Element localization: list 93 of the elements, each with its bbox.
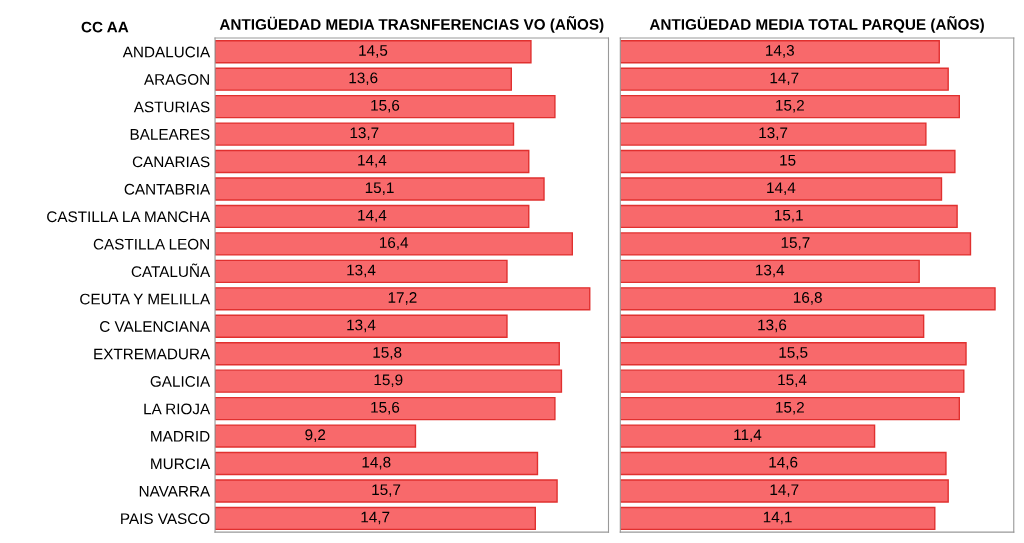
y-axis-title: CC AA bbox=[81, 21, 129, 33]
y-tick-label: C VALENCIANA bbox=[100, 321, 211, 332]
y-tick-label: LA RIOJA bbox=[144, 403, 211, 415]
data-label: 15,7 bbox=[372, 484, 401, 497]
data-label: 9,2 bbox=[305, 429, 326, 442]
bar bbox=[215, 506, 536, 531]
bar bbox=[620, 40, 940, 64]
bar bbox=[215, 94, 556, 119]
y-tick-label: ANDALUCIA bbox=[122, 46, 211, 58]
data-label: 15,2 bbox=[776, 99, 804, 113]
bar bbox=[215, 451, 539, 476]
data-label: 14,4 bbox=[358, 209, 387, 223]
data-label: 15 bbox=[780, 154, 796, 166]
bar bbox=[620, 94, 961, 119]
data-label: 15,6 bbox=[371, 99, 400, 113]
data-label: 13,7 bbox=[759, 127, 788, 140]
data-label: 13,6 bbox=[758, 319, 787, 333]
data-label: 14,5 bbox=[359, 45, 388, 58]
data-label: 15,6 bbox=[371, 401, 400, 415]
bar bbox=[620, 122, 927, 146]
bar bbox=[215, 177, 545, 201]
bar bbox=[215, 232, 574, 256]
y-tick-label: CASTILLA LA MANCHA bbox=[47, 211, 211, 223]
chart-title: ANTIGÜEDAD MEDIA TOTAL PARQUE (AÑOS) bbox=[649, 16, 984, 33]
bar bbox=[620, 396, 961, 421]
data-label: 16,4 bbox=[379, 237, 409, 250]
bar bbox=[215, 369, 563, 393]
bar bbox=[620, 149, 956, 174]
y-tick-label: NAVARRA bbox=[139, 485, 211, 497]
data-label: 14,7 bbox=[770, 484, 799, 497]
bar bbox=[620, 232, 972, 256]
data-label: 14,6 bbox=[769, 456, 798, 470]
bar bbox=[620, 177, 943, 201]
y-tick-label: CASTILLA LEON bbox=[93, 238, 209, 250]
bar bbox=[620, 287, 996, 311]
data-label: 15,2 bbox=[776, 401, 804, 415]
bar bbox=[215, 149, 530, 174]
bar bbox=[620, 479, 949, 503]
y-tick-label: BALEARES bbox=[130, 128, 210, 140]
y-tick-label: ASTURIAS bbox=[133, 101, 210, 113]
data-label: 15,1 bbox=[365, 182, 394, 195]
bar bbox=[215, 287, 591, 311]
data-label: 13,6 bbox=[349, 72, 378, 86]
bar bbox=[215, 40, 532, 64]
bar bbox=[215, 424, 417, 448]
data-label: 15,5 bbox=[779, 347, 808, 360]
data-label: 15,1 bbox=[775, 209, 803, 223]
bar bbox=[620, 424, 876, 448]
bar bbox=[620, 506, 936, 531]
data-label: 14,1 bbox=[763, 511, 792, 525]
bar bbox=[620, 259, 920, 284]
data-label: 15,8 bbox=[373, 346, 402, 360]
bar bbox=[620, 67, 949, 91]
bar bbox=[620, 314, 925, 338]
y-tick-label: CATALUÑA bbox=[131, 263, 211, 278]
bar bbox=[215, 314, 508, 338]
y-tick-label: GALICIA bbox=[150, 376, 211, 387]
data-label: 15,7 bbox=[781, 237, 810, 250]
y-tick-label: MURCIA bbox=[151, 458, 211, 470]
data-label: 14,4 bbox=[358, 154, 387, 168]
bar bbox=[215, 342, 560, 366]
bar bbox=[620, 369, 965, 393]
y-tick-label: CANTABRIA bbox=[124, 183, 211, 195]
data-label: 13,4 bbox=[347, 264, 376, 278]
bar bbox=[620, 204, 958, 229]
y-tick-label: EXTREMADURA bbox=[94, 348, 211, 360]
y-tick-label: CEUTA Y MELILLA bbox=[80, 293, 211, 305]
data-label: 13,4 bbox=[756, 264, 785, 278]
data-label: 17,2 bbox=[388, 292, 417, 305]
chart-title: ANTIGÜEDAD MEDIA TRASNFERENCIAS VO (AÑOS) bbox=[219, 16, 604, 33]
bar bbox=[215, 396, 556, 421]
data-label: 14,3 bbox=[766, 45, 794, 58]
y-tick-label: PAIS VASCO bbox=[121, 513, 210, 525]
data-label: 15,4 bbox=[778, 374, 807, 388]
bar bbox=[215, 122, 515, 146]
y-tick-label: CANARIAS bbox=[132, 156, 210, 168]
bar bbox=[215, 67, 513, 91]
bar bbox=[620, 342, 967, 366]
y-tick-label: ARAGON bbox=[144, 74, 209, 85]
data-label: 14,4 bbox=[767, 182, 796, 195]
bar bbox=[215, 259, 508, 284]
bar bbox=[215, 204, 530, 229]
data-label: 14,8 bbox=[362, 456, 391, 470]
bar bbox=[215, 479, 558, 503]
data-label: 15,9 bbox=[374, 374, 403, 388]
bar bbox=[620, 451, 947, 476]
y-tick-label: MADRID bbox=[151, 431, 210, 442]
data-label: 13,4 bbox=[347, 319, 376, 333]
data-label: 14,7 bbox=[770, 72, 799, 86]
data-label: 13,7 bbox=[350, 127, 379, 140]
data-label: 11,4 bbox=[734, 429, 762, 442]
data-label: 14,7 bbox=[361, 511, 390, 525]
data-label: 16,8 bbox=[793, 292, 822, 305]
